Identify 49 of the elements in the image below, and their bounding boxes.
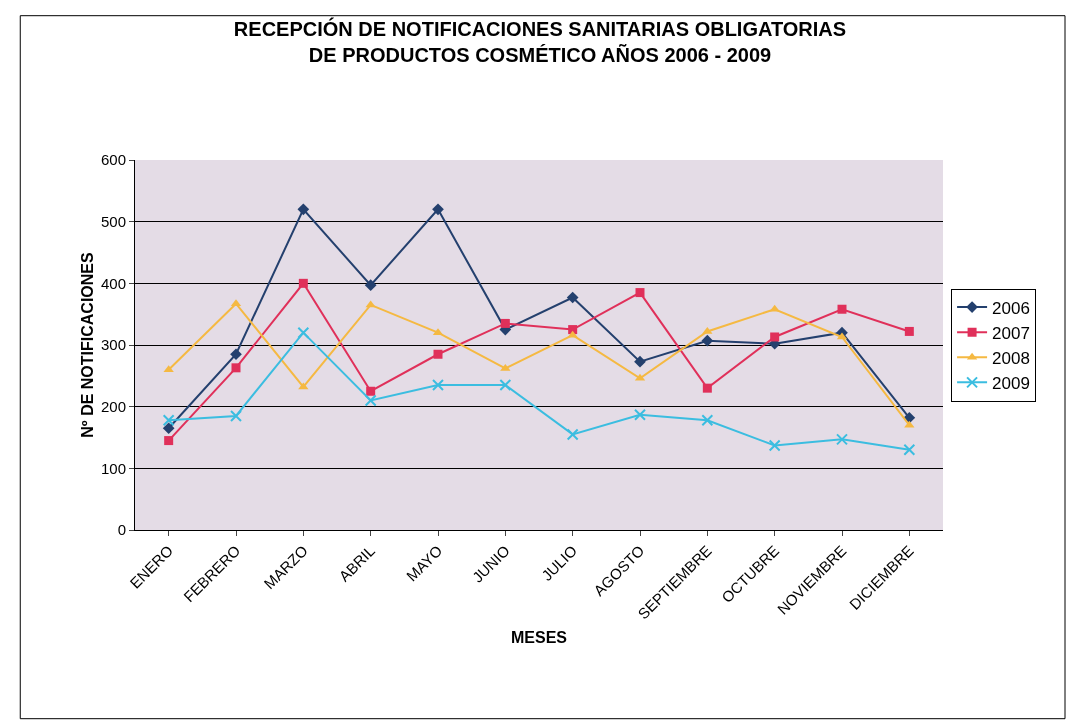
point [298,278,308,288]
point [566,291,579,304]
legend-label: 2007 [992,323,1030,343]
point [634,355,646,368]
point [903,443,916,456]
point [500,318,510,328]
point [566,428,579,441]
y-tick-label: 0 [117,521,126,539]
point [297,326,310,339]
point [433,349,443,359]
point [297,203,310,216]
point [635,288,645,298]
point [162,422,175,435]
point [230,348,242,361]
legend-label: 2009 [992,373,1030,393]
point [366,386,376,396]
chart-title: RECEPCIÓN DE NOTIFICACIONES SANITARIAS OBLIGATORIAS DE PRODUCTOS COSMÉTICO AÑOS 2006 - 2009 [233,17,847,67]
point [164,436,174,446]
y-tick-label: 100 [100,459,126,477]
point [770,332,780,342]
point [162,414,175,427]
point [837,304,847,314]
y-tick-label: 500 [100,212,126,230]
point [432,203,444,216]
legend-label: 2008 [992,348,1030,368]
y-tick-label: 200 [100,397,126,415]
point [702,326,713,334]
point [836,433,848,446]
point [231,363,241,373]
y-tick-label: 600 [100,151,126,169]
y-axis-title: Nº DE NOTIFICACIONES [79,251,96,438]
x-axis-title: MESES [510,628,568,646]
point [634,408,646,421]
point [702,383,712,393]
y-tick-label: 300 [100,336,126,354]
point [364,394,377,407]
point [298,382,309,390]
point [904,326,914,336]
point [365,300,376,308]
point [500,363,511,371]
point [364,279,377,292]
point [432,379,444,392]
point [499,379,512,392]
point [701,414,714,427]
point [230,409,242,422]
point [701,334,714,347]
point [768,439,781,452]
y-tick-label: 400 [100,274,126,292]
legend-label: 2006 [992,298,1030,318]
